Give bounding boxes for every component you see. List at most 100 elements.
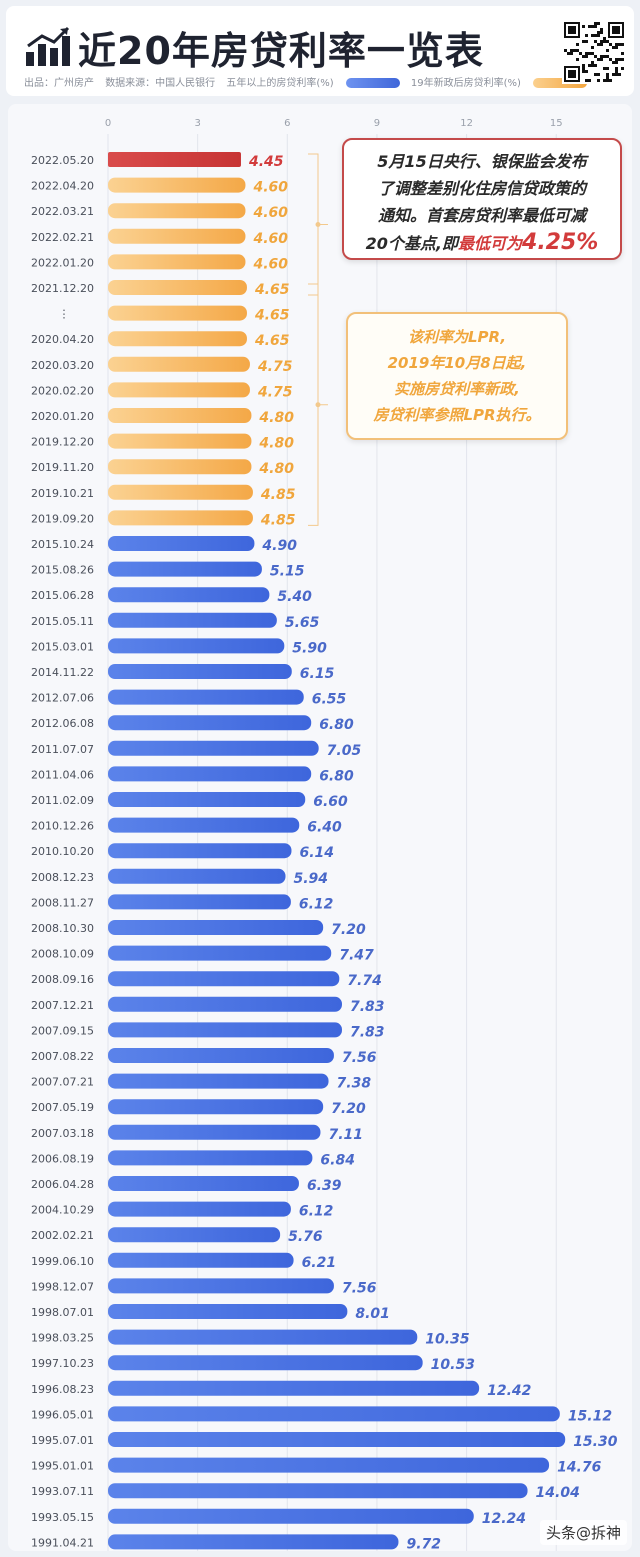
value-label: 4.80 [258,436,294,452]
callout2-line2: 2019年10月8日起, [387,354,527,372]
value-label: 4.90 [261,538,297,554]
value-label: 4.65 [254,333,290,349]
callout1-rate: 4.25% [522,230,599,255]
category-label: 1998.03.25 [31,1332,94,1345]
category-label: 2006.04.28 [31,1178,94,1191]
bar [108,459,252,475]
value-label: 7.20 [331,1101,366,1117]
category-label: 2008.10.30 [31,922,94,935]
value-label: 4.75 [257,384,293,400]
category-label: 1996.05.01 [31,1408,94,1421]
category-label: 2015.10.24 [31,538,94,551]
category-label: 2021.12.20 [31,282,94,295]
category-label: 2012.06.08 [31,717,94,730]
category-label: 2022.02.21 [31,231,94,244]
category-label: 2008.12.23 [31,871,94,884]
bar [108,1048,334,1063]
bar [108,868,286,884]
category-label: 2007.07.21 [31,1076,94,1089]
source-label: 出品：广州房产 [24,78,94,89]
category-label: 2002.02.21 [31,1229,94,1242]
bar [108,792,306,807]
value-label: 8.01 [355,1306,390,1322]
callout2-line1: 该利率为LPR, [407,328,507,346]
category-label: 2019.11.20 [31,461,94,474]
category-label: 2007.03.18 [31,1127,94,1140]
category-label: 1993.05.15 [31,1511,94,1524]
category-label: 2008.09.16 [31,973,94,986]
value-label: 7.74 [347,973,382,989]
bar [108,1457,550,1473]
bar [108,715,312,731]
value-label: 5.65 [285,615,320,631]
value-label: 5.40 [277,589,312,605]
bar [108,1483,528,1499]
category-label: 2004.10.29 [31,1204,94,1217]
value-label: 6.12 [299,1204,334,1220]
callout1-bracket-dot [315,222,321,227]
category-label: 1995.07.01 [31,1434,94,1447]
bar [108,1227,281,1243]
value-label: 12.24 [482,1511,526,1527]
bar [108,510,253,526]
value-label: 7.83 [350,999,385,1015]
value-label: 14.76 [557,1460,602,1476]
value-label: 5.76 [288,1229,323,1245]
legend-blue-label: 五年以上的房贷利率(%) [226,78,334,89]
bar [108,1278,334,1294]
value-label: 10.53 [431,1357,475,1373]
category-label: 2008.11.27 [31,896,94,909]
x-tick-label: 9 [374,118,380,129]
value-label: 4.85 [260,512,296,528]
bar [108,740,319,756]
x-tick-label: 15 [550,118,563,129]
callout1-line2: 了调整差别化住房信贷政策的 [377,179,586,198]
bar [108,305,247,321]
category-label: 2015.03.01 [31,640,94,653]
value-label: 4.45 [248,154,284,170]
bar [108,638,285,654]
value-label: 4.65 [254,282,290,298]
bar [108,817,300,833]
category-label: 1998.07.01 [31,1306,94,1319]
bar [108,1355,423,1371]
value-label: 14.04 [536,1485,580,1501]
category-label: 1999.06.10 [31,1255,94,1268]
bar [108,228,246,244]
callout2-bracket-dot [315,402,321,408]
category-label: 2015.05.11 [31,615,94,628]
qr-code-icon [562,20,626,84]
bar [108,689,304,705]
x-tick-label: 3 [194,118,200,129]
bar [108,1534,399,1550]
value-label: 7.20 [331,922,366,938]
category-label: 2020.02.20 [31,384,94,397]
category-label: ⋮ [59,308,70,321]
value-label: 6.14 [299,845,334,861]
bar [108,1176,299,1191]
category-label: 2008.10.09 [31,948,94,961]
category-label: 2007.12.21 [31,999,94,1012]
value-label: 15.12 [568,1408,612,1424]
value-label: 4.60 [252,256,288,272]
category-label: 2020.03.20 [31,359,94,372]
legend-blue-swatch [345,78,400,88]
bar [108,664,292,679]
value-label: 6.15 [300,666,335,682]
category-label: 2007.08.22 [31,1050,94,1063]
bar [108,382,250,398]
bar [108,356,250,372]
value-label: 6.21 [302,1255,337,1271]
policy-callout: 5月15日央行、银保监会发布 了调整差别化住房信贷政策的 通知。首套房贷利率最低… [342,138,622,260]
value-label: 7.47 [339,948,374,964]
category-label: 2012.07.06 [31,692,94,705]
bar [108,587,270,603]
callout2-line4: 房贷利率参照LPR执行。 [373,406,541,424]
category-label: 2010.10.20 [31,845,94,858]
value-label: 6.80 [319,768,354,784]
value-label: 6.12 [299,896,334,912]
bar [108,536,255,551]
bar [108,152,241,167]
category-label: 2015.06.28 [31,589,94,602]
category-label: 2019.10.21 [31,487,94,500]
